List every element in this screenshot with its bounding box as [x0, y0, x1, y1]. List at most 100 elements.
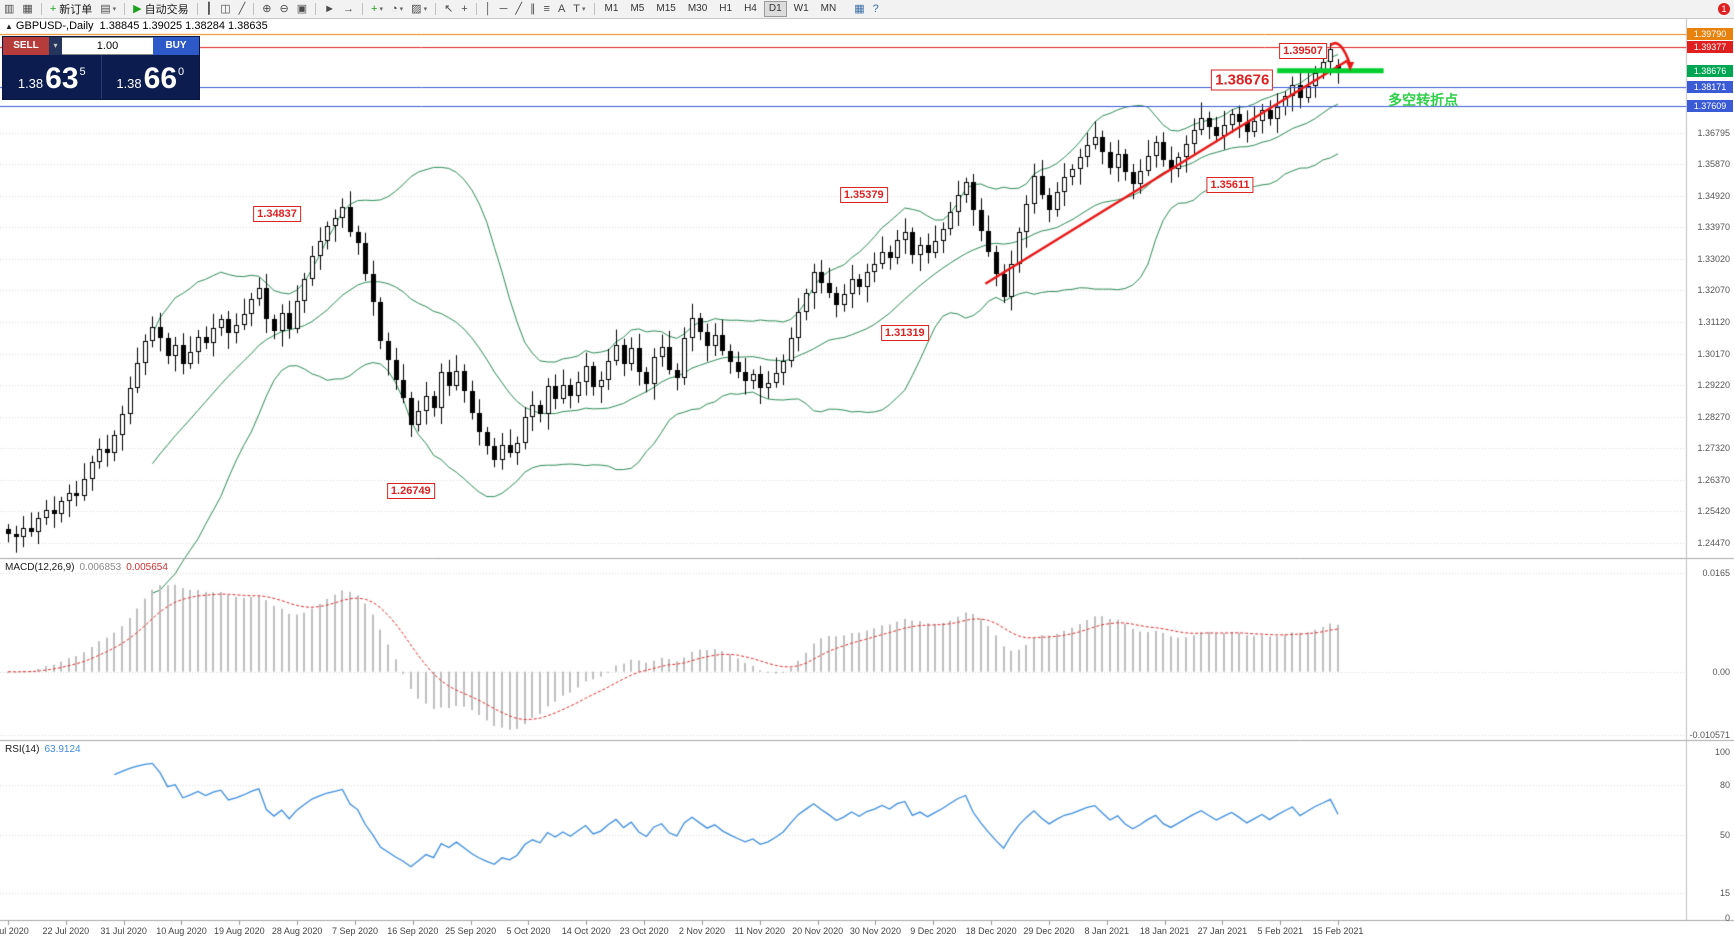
- price-line-tag: 1.38676: [1687, 64, 1733, 77]
- price-callout[interactable]: 1.26749: [386, 483, 435, 500]
- layout-icon[interactable]: ▦: [851, 1, 867, 17]
- time-axis-label: 18 Dec 2020: [965, 926, 1017, 936]
- chart-marker-icon: ▲: [5, 22, 13, 31]
- auto-scroll-icon[interactable]: ►: [321, 1, 338, 17]
- volume-input[interactable]: 1.00: [62, 37, 153, 55]
- timeframe-d1[interactable]: D1: [763, 1, 787, 17]
- timeframe-mn[interactable]: MN: [820, 3, 837, 14]
- help-icon[interactable]: ?: [870, 1, 882, 17]
- tile-windows-icon[interactable]: ▣: [294, 1, 310, 17]
- template-icon[interactable]: ▨ ▾: [408, 1, 430, 17]
- panel-splitter-rsi[interactable]: [0, 739, 1734, 743]
- price-callout[interactable]: 1.35379: [839, 186, 888, 203]
- timeframe-m1[interactable]: M1: [604, 3, 619, 14]
- new-chart-icon[interactable]: ▥: [1, 1, 17, 17]
- text-icon-glyph: A: [557, 3, 566, 15]
- time-axis-label: 20 Nov 2020: [792, 926, 844, 936]
- profiles-icon[interactable]: ▦: [19, 1, 35, 17]
- fibonacci-icon[interactable]: ≡: [541, 1, 553, 17]
- cursor-icon[interactable]: ↖: [441, 1, 456, 17]
- time-axis-label: 14 Oct 2020: [561, 926, 611, 936]
- price-callout[interactable]: 1.35611: [1206, 176, 1254, 193]
- price-callout[interactable]: 1.34837: [253, 205, 301, 222]
- horizontal-line-icon[interactable]: ─: [497, 1, 511, 17]
- time-axis-label: 5 Feb 2021: [1257, 926, 1304, 936]
- trade-panel-divider: [100, 55, 102, 99]
- buy-price-button[interactable]: 1.38 66 0: [102, 55, 200, 99]
- timeframe-m5[interactable]: M5: [630, 3, 645, 14]
- rsi-axis-label: 80: [1719, 780, 1730, 791]
- sell-button[interactable]: SELL: [3, 37, 49, 55]
- trendline-icon[interactable]: ╱: [512, 1, 525, 17]
- bar-chart-icon-glyph: ┃: [205, 3, 213, 15]
- price-callout[interactable]: 1.38676: [1211, 69, 1274, 91]
- panel-splitter-macd[interactable]: [0, 557, 1734, 561]
- caret-down-icon: ▾: [582, 6, 586, 13]
- new-order-button[interactable]: + 新订单: [47, 1, 95, 17]
- time-axis-label: 25 Sep 2020: [445, 926, 497, 936]
- chart-shift-icon[interactable]: →: [340, 1, 357, 17]
- line-chart-icon[interactable]: ╱: [236, 1, 249, 17]
- price-callout[interactable]: 1.31319: [880, 324, 929, 341]
- toolbar-separator: [253, 3, 255, 15]
- market-watch-icon[interactable]: ▤ ▾: [97, 1, 119, 17]
- time-axis-label: 30 Nov 2020: [849, 926, 901, 936]
- price-axis-label: 1.35870: [1697, 158, 1730, 169]
- caret-down-icon: ▾: [112, 6, 117, 13]
- profiles-icon-glyph: ▦: [22, 3, 33, 15]
- macd-axis-label: -0.010571: [1689, 730, 1730, 740]
- vertical-line-icon[interactable]: │: [482, 1, 495, 17]
- price-axis-label: 1.26370: [1697, 474, 1730, 485]
- candlestick-icon[interactable]: ◫: [217, 1, 233, 17]
- text-icon[interactable]: A: [555, 1, 568, 17]
- label-icon[interactable]: T ▾: [570, 1, 588, 17]
- buy-price-prefix: 1.38: [116, 76, 142, 91]
- time-axis-label: 27 Jan 2021: [1197, 926, 1248, 936]
- price-axis-label: 1.31120: [1698, 316, 1730, 327]
- price-axis-label: 1.30170: [1697, 348, 1730, 359]
- symbol-name: GBPUSD-,Daily: [15, 20, 94, 32]
- sell-price-button[interactable]: 1.38 63 5: [3, 55, 101, 99]
- period-icon[interactable]: ◔ ▾: [388, 1, 406, 17]
- price-line-tag: 1.39790: [1687, 27, 1733, 40]
- crosshair-icon[interactable]: +: [458, 1, 470, 17]
- toolbar-separator: [362, 3, 364, 15]
- timeframe-m30[interactable]: M30: [687, 3, 708, 14]
- toolbar-separator: [124, 3, 126, 15]
- timeframe-h1[interactable]: H1: [719, 3, 733, 14]
- notification-badge[interactable]: 1: [1718, 3, 1730, 15]
- timeframe-w1[interactable]: W1: [793, 3, 809, 14]
- sell-price-big: 63: [45, 62, 79, 95]
- bar-chart-icon[interactable]: ┃: [203, 1, 216, 17]
- auto-scroll-icon-glyph: ►: [324, 3, 336, 15]
- caret-down-icon: ▾: [399, 6, 404, 13]
- price-axis-label: 1.27320: [1697, 443, 1730, 454]
- time-axis-label: 18 Jan 2021: [1139, 926, 1190, 936]
- symbol-info: ▲ GBPUSD-,Daily 1.38845 1.39025 1.38284 1.…: [5, 20, 268, 32]
- price-axis-label: 1.34920: [1697, 190, 1730, 201]
- toolbar-buttons: ▥ ▦ + 新订单 ▤ ▾ ▶ 自动交易 ┃ ◫ ╱ ⊕ ⊖ ▣ ► → + ▾ ◔ ▾ ▨ ▾ ↖ + │ ─ ╱ ∥ ≡ A T ▾: [0, 0, 599, 18]
- toolbar: ▥ ▦ + 新订单 ▤ ▾ ▶ 自动交易 ┃ ◫ ╱ ⊕ ⊖ ▣ ► → + ▾ ◔ ▾ ▨ ▾ ↖ + │ ─ ╱ ∥ ≡ A T ▾ M1…: [0, 0, 1734, 19]
- macd-value-signal: 0.005654: [126, 562, 168, 573]
- zoom-out-icon[interactable]: ⊖: [277, 1, 292, 17]
- buy-button[interactable]: BUY: [153, 37, 199, 55]
- zoom-in-icon[interactable]: ⊕: [259, 1, 274, 17]
- indicators-icon[interactable]: + ▾: [368, 1, 386, 17]
- rsi-axis-label: 15: [1719, 888, 1730, 899]
- toolbar-separator: [196, 3, 198, 15]
- template-icon-glyph: ▨: [411, 3, 422, 15]
- trade-options-caret-icon[interactable]: ▾: [49, 37, 62, 55]
- macd-axis-label: 0.00: [1712, 666, 1730, 677]
- price-callout[interactable]: 1.39507: [1279, 42, 1327, 59]
- timeframe-h4[interactable]: H4: [744, 3, 757, 14]
- timeframe-m15[interactable]: M15: [656, 3, 676, 14]
- crosshair-icon-glyph: +: [461, 3, 468, 15]
- zoom-in-icon-glyph: ⊕: [262, 3, 272, 15]
- macd-axis-label: 0.0165: [1702, 568, 1730, 578]
- auto-trading-button[interactable]: ▶ 自动交易: [130, 1, 191, 17]
- rsi-axis-label: 50: [1719, 830, 1730, 840]
- annotation-text[interactable]: 多空转折点: [1388, 92, 1459, 109]
- channel-icon[interactable]: ∥: [527, 1, 539, 17]
- time-axis-label: 23 Oct 2020: [619, 926, 669, 936]
